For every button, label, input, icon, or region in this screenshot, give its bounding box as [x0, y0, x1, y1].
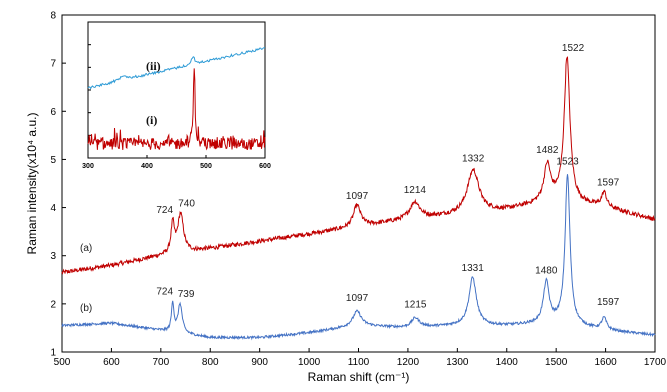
peak-label: 739	[178, 289, 195, 300]
y-tick-label: 2	[50, 299, 56, 310]
inset-frame	[87, 21, 266, 159]
inset-label-ii: (ii)	[146, 59, 161, 73]
x-tick-label: 1000	[298, 357, 321, 368]
peak-label: 1332	[462, 153, 485, 164]
series-label-b: (b)	[80, 303, 92, 314]
x-tick-label: 1100	[348, 357, 370, 368]
peak-label: 724	[156, 205, 173, 216]
x-tick-label: 1400	[496, 357, 519, 368]
peak-label: 1480	[535, 266, 558, 277]
peak-label: 1331	[462, 263, 485, 274]
inset-series-i	[87, 68, 266, 151]
y-tick-label: 7	[50, 59, 56, 70]
x-tick-label: 1600	[594, 357, 617, 368]
x-tick-label: 1500	[545, 357, 568, 368]
y-tick-label: 4	[50, 203, 56, 214]
x-tick-label: 600	[103, 357, 120, 368]
x-tick-label: 500	[54, 357, 71, 368]
x-tick-label: 700	[152, 357, 169, 368]
peak-label: 1597	[597, 297, 620, 308]
inset-x-tick-label: 300	[82, 163, 94, 170]
main-plot: 500 600 700 800 900 1000 1100 1200 1300 1400 1500 1…	[25, 11, 667, 385]
x-tick-label: 1300	[446, 357, 469, 368]
series-line-a	[61, 56, 656, 275]
inset-x-tick-label: 500	[200, 163, 212, 170]
series-line-b	[61, 174, 656, 341]
peak-label: 724	[156, 286, 173, 297]
inset-series-ii	[87, 47, 266, 90]
peak-label: 1214	[404, 185, 427, 196]
peak-label: 1097	[346, 191, 369, 202]
y-tick-label: 8	[50, 11, 56, 22]
x-tick-label: 800	[202, 357, 219, 368]
peak-label: 1482	[536, 145, 559, 156]
x-tick-label: 1700	[644, 357, 667, 368]
y-tick-label: 3	[50, 251, 56, 262]
peak-label: 1523	[556, 156, 579, 167]
y-axis-title: Raman intensity(x10⁴ a.u.)	[25, 113, 39, 255]
y-tick-label: 5	[50, 155, 56, 166]
x-tick-label: 900	[251, 357, 268, 368]
inset-x-tick-label: 400	[141, 163, 153, 170]
peak-label: 740	[178, 199, 195, 210]
x-axis-title: Raman shift (cm⁻¹)	[308, 370, 410, 384]
peak-label: 1522	[562, 43, 585, 54]
peak-label: 1097	[346, 293, 369, 304]
peak-label: 1215	[404, 299, 427, 310]
peak-label: 1597	[597, 177, 620, 188]
y-tick-label: 1	[50, 348, 56, 359]
inset-x-tick-label: 600	[259, 163, 271, 170]
x-tick-label: 1200	[397, 357, 420, 368]
inset-label-i: (i)	[146, 113, 157, 127]
y-tick-label: 6	[50, 107, 56, 118]
inset-plot: 300 400 500 600 (ii) (i)	[82, 21, 271, 170]
series-label-a: (a)	[80, 243, 92, 254]
